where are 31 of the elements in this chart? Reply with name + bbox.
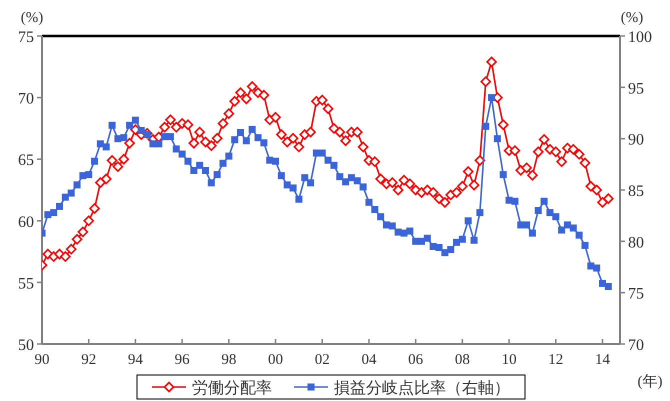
x-tick-label: 98: [221, 352, 236, 368]
x-tick-label: 96: [174, 352, 190, 368]
x-axis-title: (年): [638, 373, 662, 390]
y2-tick-label: 80: [628, 234, 644, 252]
y-tick-label: 60: [18, 214, 34, 231]
y2-tick-label: 75: [628, 286, 644, 303]
y-axis-title: (%): [20, 10, 44, 26]
x-tick-label: 04: [361, 352, 377, 368]
y2-tick-label: 90: [628, 132, 644, 149]
x-tick-label: 92: [81, 352, 96, 368]
y2-tick-label: 100: [628, 29, 652, 46]
x-tick-label: 14: [594, 352, 610, 368]
y-tick-label: 70: [18, 90, 34, 108]
x-tick-label: 12: [548, 352, 564, 368]
x-tick-label: 94: [128, 352, 144, 368]
legend-label: 損益分岐点比率（右軸）: [334, 379, 510, 397]
legend-label: 労働分配率: [192, 379, 272, 397]
x-tick-label: 10: [502, 352, 517, 368]
y2-tick-label: 70: [628, 337, 644, 354]
x-tick-label: 08: [454, 352, 470, 368]
y-tick-label: 50: [18, 337, 34, 354]
x-tick-label: 02: [314, 352, 330, 368]
x-tick-label: 00: [268, 352, 284, 368]
y2-tick-label: 85: [628, 183, 644, 200]
y2-axis-title: (%): [620, 10, 644, 26]
y-tick-label: 55: [18, 275, 34, 292]
y-tick-label: 65: [18, 152, 34, 170]
x-tick-label: 06: [408, 352, 424, 368]
x-tick-label: 90: [34, 352, 50, 368]
y-tick-label: 75: [18, 29, 34, 46]
y2-tick-label: 95: [628, 80, 644, 98]
